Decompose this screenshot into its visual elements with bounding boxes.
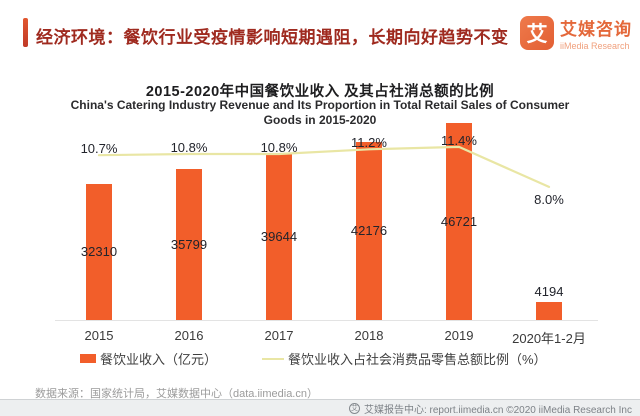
bar-value-label: 35799 (170, 236, 208, 252)
bar-value-label: 42176 (350, 223, 388, 238)
logo-name-cn: 艾媒咨询 (560, 20, 632, 39)
proportion-point-label: 10.8% (260, 139, 298, 155)
proportion-point-label: 10.7% (80, 141, 118, 157)
iimedia-logo: 艾 艾媒咨询 iiMedia Research (520, 15, 632, 51)
bar-value-label: 39644 (260, 228, 298, 244)
x-axis-label: 2018 (354, 328, 384, 343)
chart-title-en-line1: China's Catering Industry Revenue and It… (70, 98, 570, 112)
bar-value-label: 32310 (80, 244, 118, 259)
report-center-note: 艾媒报告中心: report.iimedia.cn ©2020 iiMedia … (363, 404, 632, 416)
legend-proportion: 餐饮业收入占社会消费品零售总额比例（%） (262, 349, 547, 368)
revenue-bar-2020年1-2月 (536, 302, 562, 320)
proportion-point-label: 10.8% (170, 139, 208, 155)
title-accent-bar (23, 18, 28, 47)
proportion-point-label: 8.0% (534, 191, 564, 207)
proportion-point-label: 11.2% (351, 135, 387, 151)
iimedia-logo-icon: 艾 (520, 16, 554, 50)
legend-revenue-label: 餐饮业收入（亿元） (100, 352, 218, 367)
x-axis-label: 2017 (264, 328, 294, 343)
bar-value-label: 46721 (440, 213, 478, 229)
iimedia-badge-icon: 艾 (348, 402, 360, 414)
chart-title-en-line2: Goods in 2015-2020 (263, 113, 377, 127)
x-axis-label: 2016 (174, 328, 204, 343)
data-source-note: 数据来源：国家统计局，艾媒数据中心（data.iimedia.cn） (35, 388, 318, 400)
proportion-point-label: 11.4% (441, 132, 477, 148)
legend-revenue: 餐饮业收入（亿元） (80, 349, 217, 368)
x-axis-label: 2015 (84, 328, 114, 343)
chart-title-en: China's Catering Industry Revenue and It… (0, 98, 640, 128)
legend-proportion-label: 餐饮业收入占社会消费品零售总额比例（%） (288, 352, 547, 367)
x-axis-label: 2019 (444, 328, 474, 343)
logo-name-en: iiMedia Research (560, 41, 630, 51)
bar-value-label: 4194 (534, 284, 564, 299)
x-axis-line (55, 320, 598, 321)
legend-bar-swatch (80, 354, 96, 363)
revenue-bar-2016 (176, 169, 202, 320)
chart-title-cn: 2015-2020年中国餐饮业收入 及其占社消总额的比例 (145, 84, 495, 100)
x-axis-label: 2020年1-2月 (512, 331, 586, 346)
legend-line-swatch (262, 357, 284, 360)
footer-strip: 艾 艾媒报告中心: report.iimedia.cn ©2020 iiMedi… (0, 399, 640, 416)
revenue-bar-2015 (86, 184, 112, 320)
page-title: 经济环境：餐饮行业受疫情影响短期遇阻，长期向好趋势不变 (36, 28, 509, 47)
